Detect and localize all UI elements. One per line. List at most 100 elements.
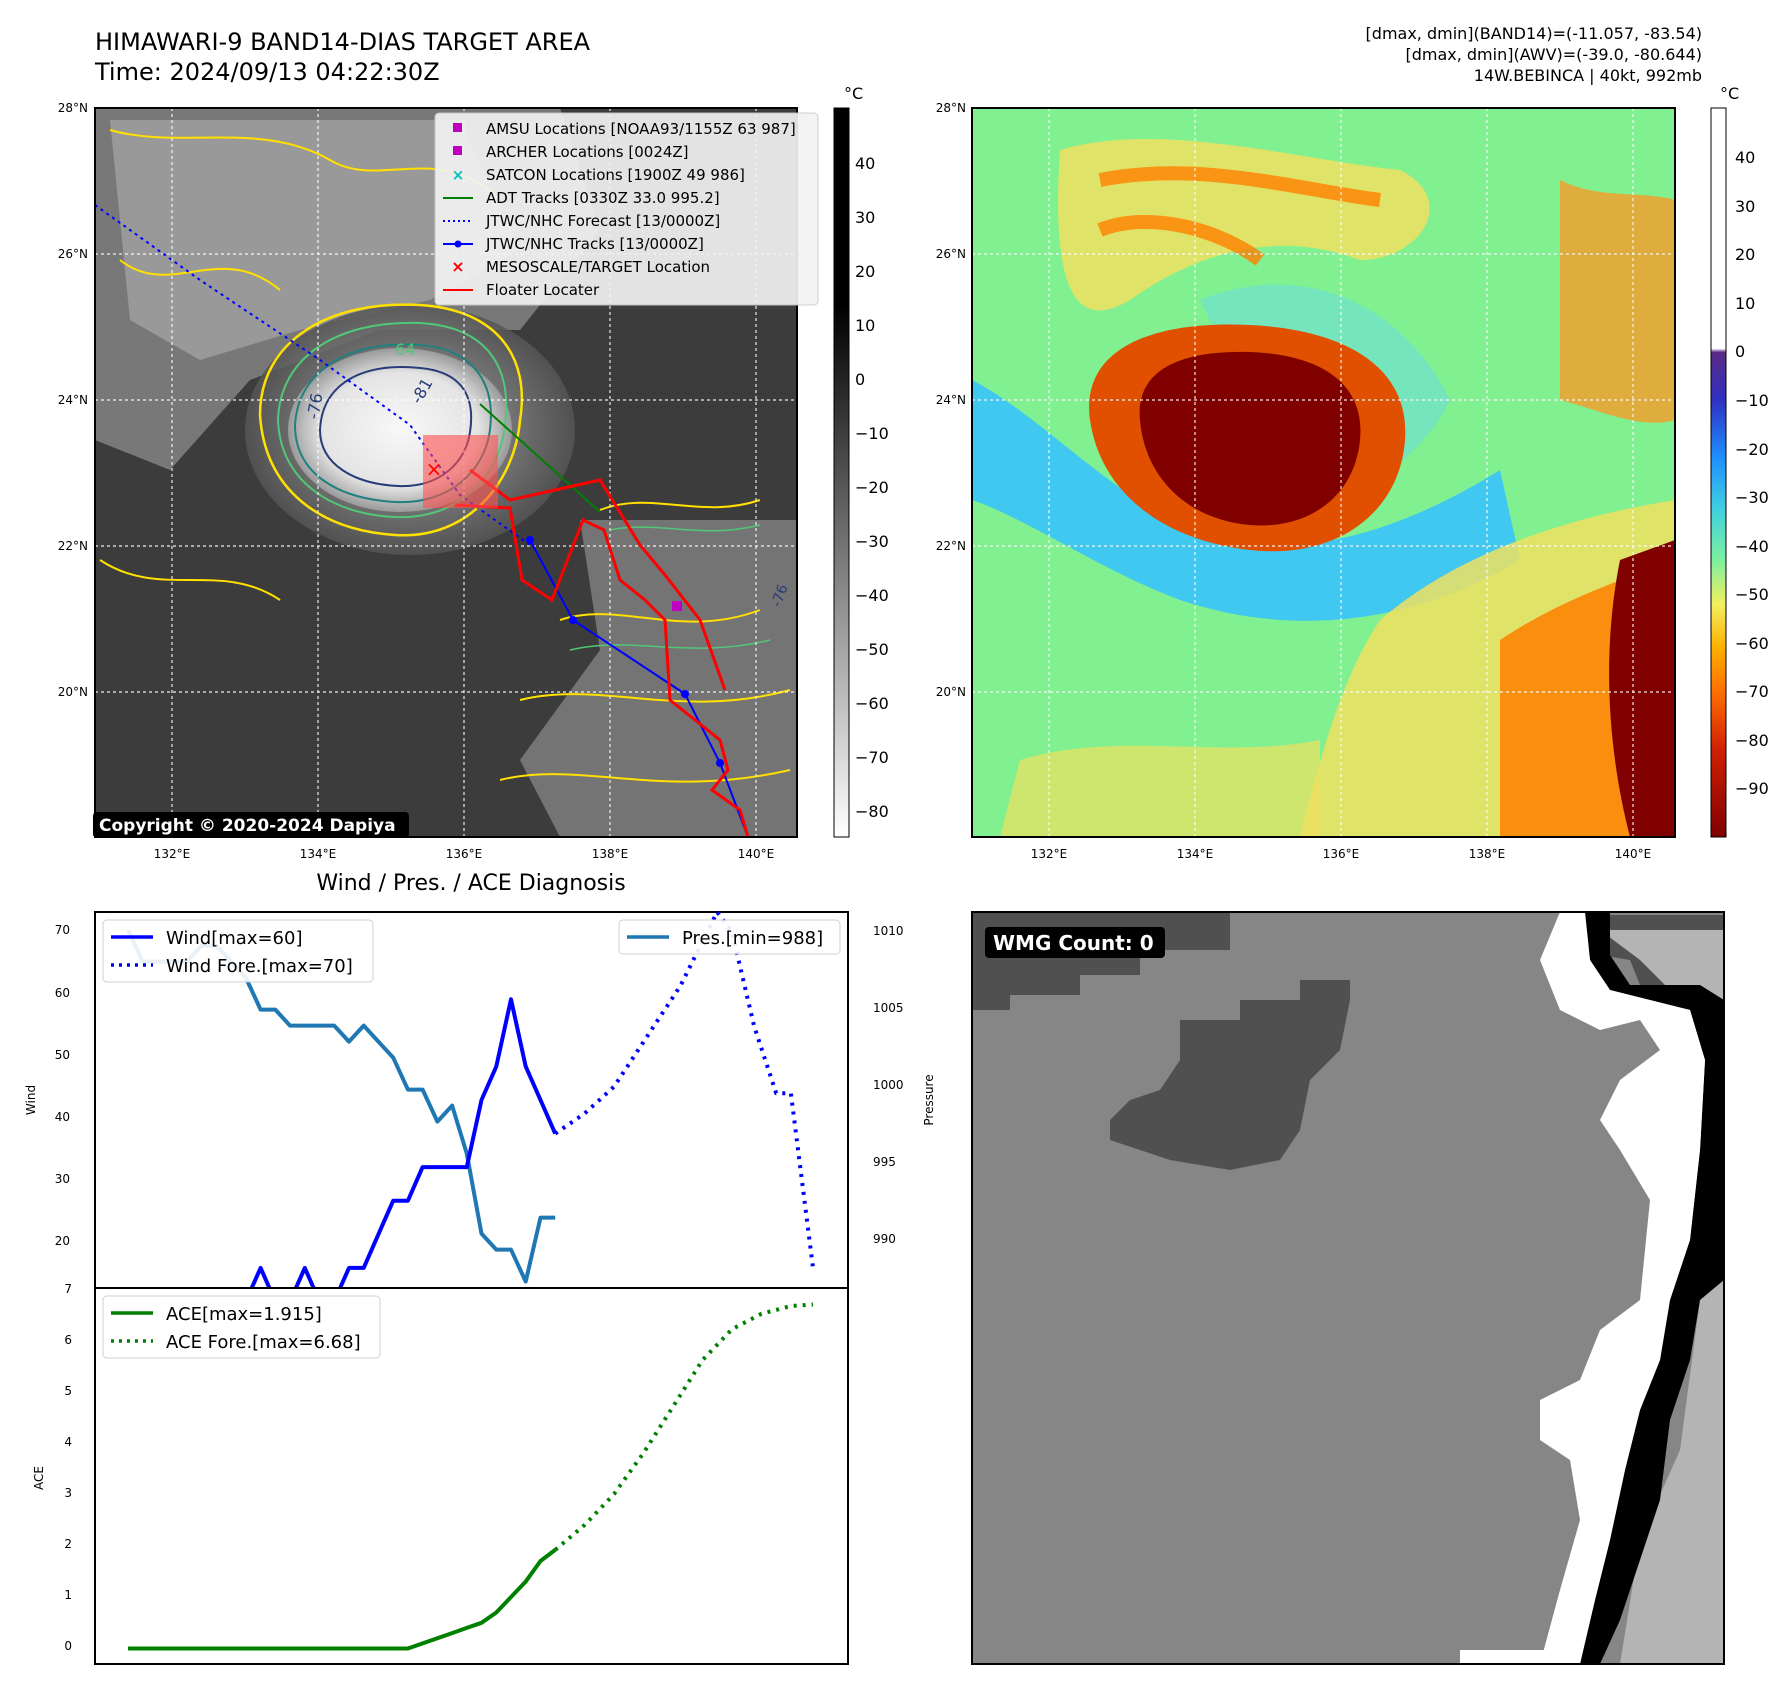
awv-tick-0: 0	[1735, 342, 1745, 361]
green-contour	[276, 321, 508, 519]
awv-lat-20: 20°N	[936, 685, 966, 699]
gray-tick-m80: −80	[855, 802, 889, 821]
svg-text:×: ×	[451, 257, 464, 276]
best-track-points	[526, 536, 724, 767]
cloud-band-south	[520, 520, 797, 837]
legend-item-target: × MESOSCALE/TARGET Location	[451, 257, 710, 276]
awv-tick-30: 30	[1735, 197, 1755, 216]
ace-tick-0: 0	[64, 1639, 72, 1653]
legend-item-forecast: JTWC/NHC Forecast [13/0000Z]	[443, 212, 720, 230]
ir-lon-140: 140°E	[738, 847, 775, 861]
legend-wind: Wind[max=60]	[111, 928, 303, 949]
wmg-dark-blob	[1110, 980, 1350, 1170]
copyright-box	[93, 812, 409, 838]
ir-lat-26: 26°N	[58, 247, 88, 261]
ir-legend: AMSU Locations [NOAA93/1155Z 63 987] ARC…	[434, 112, 819, 306]
wmg-white-ring	[1540, 912, 1705, 1664]
gray-tick-30: 30	[855, 208, 875, 227]
legend-item-floater: Floater Locater	[443, 281, 600, 299]
pres-tick-1000: 1000	[873, 1078, 904, 1092]
wind-tick-60: 60	[55, 986, 70, 1000]
legend-ace-forecast: ACE Fore.[max=6.68]	[111, 1332, 361, 1353]
gray-tick-10: 10	[855, 316, 875, 335]
pres-tick-990: 990	[873, 1232, 896, 1246]
ir-lon-138: 138°E	[592, 847, 629, 861]
copyright-text: Copyright © 2020-2024 Dapiya	[99, 816, 396, 836]
gray-tick-20: 20	[855, 262, 875, 281]
figure-title: HIMAWARI-9 BAND14-DIAS TARGET AREA	[95, 28, 591, 56]
svg-text:MESOSCALE/TARGET Location: MESOSCALE/TARGET Location	[486, 258, 710, 276]
awv-tick-m60: −60	[1735, 634, 1769, 653]
ir-lat-22: 22°N	[58, 539, 88, 553]
target-location-marker: ×	[426, 457, 443, 481]
awv-map-panel: 28°N 26°N 24°N 22°N 20°N 132°E 134°E 136…	[936, 101, 1676, 861]
awv-lat-26: 26°N	[936, 247, 966, 261]
cloud-band-nw	[110, 120, 520, 360]
wind-tick-30: 30	[55, 1172, 70, 1186]
floater-locater-a	[469, 468, 727, 691]
ir-map-panel: × -76 -81 64 -76 28°N 26°N 24°N 22°N 20°…	[58, 101, 819, 861]
awv-map-frame	[971, 107, 1676, 838]
awv-tick-20: 20	[1735, 245, 1755, 264]
svg-text:×: ×	[452, 166, 465, 184]
svg-text:Wind[max=60]: Wind[max=60]	[166, 928, 303, 949]
awv-tick-m80: −80	[1735, 731, 1769, 750]
navy-contour	[318, 366, 473, 488]
info-storm: 14W.BEBINCA | 40kt, 992mb	[1474, 66, 1702, 85]
contour-label-3: 64	[395, 340, 415, 359]
svg-text:ACE Fore.[max=6.68]: ACE Fore.[max=6.68]	[166, 1332, 361, 1353]
wind-tick-50: 50	[55, 1048, 70, 1062]
wind-pressure-chart: Wind / Pres. / ACE Diagnosis Wind Pressu…	[24, 871, 936, 1304]
contour-label-1: -76	[303, 392, 326, 421]
gray-tick-m40: −40	[855, 586, 889, 605]
awv-lon-labels: 132°E 134°E 136°E 138°E 140°E	[1031, 847, 1652, 861]
awv-tick-m40: −40	[1735, 537, 1769, 556]
wmg-white-bottom	[1460, 1650, 1560, 1664]
wind-tick-40: 40	[55, 1110, 70, 1124]
wmg-frame	[971, 911, 1725, 1665]
awv-yellow-band-nw	[1058, 139, 1430, 311]
wmg-count-label: WMG Count: 0	[993, 931, 1154, 955]
gray-tick-0: 0	[855, 370, 865, 389]
awv-tick-m30: −30	[1735, 488, 1769, 507]
ir-lat-20: 20°N	[58, 685, 88, 699]
awv-tick-m20: −20	[1735, 440, 1769, 459]
ir-map-frame	[94, 107, 798, 838]
figure-time: Time: 2024/09/13 04:22:30Z	[94, 58, 440, 86]
svg-text:ARCHER Locations [0024Z]: ARCHER Locations [0024Z]	[486, 143, 689, 161]
awv-orange-band-nw	[1097, 166, 1381, 266]
info-band14: [dmax, dmin](BAND14)=(-11.057, -83.54)	[1366, 24, 1702, 43]
gray-colorbar: °C 40 30 20 10 0 −10 −20 −30 −40 −50 −60…	[833, 84, 889, 838]
awv-ne-band	[1560, 180, 1675, 423]
ir-lon-labels: 132°E 134°E 136°E 138°E 140°E	[154, 847, 775, 861]
svg-text:SATCON Locations [1900Z 49 986: SATCON Locations [1900Z 49 986]	[486, 166, 745, 184]
awv-lon-132: 132°E	[1031, 847, 1068, 861]
ace-y-ticks: 7 6 5 4 3 2 1 0	[64, 1282, 72, 1653]
legend-pressure: Pres.[min=988]	[627, 928, 823, 949]
ace-series-layer	[127, 1302, 814, 1651]
svg-text:JTWC/NHC Tracks [13/0000Z]: JTWC/NHC Tracks [13/0000Z]	[485, 235, 704, 253]
ir-lat-28: 28°N	[58, 101, 88, 115]
legend-wind-forecast: Wind Fore.[max=70]	[111, 956, 353, 977]
pressure-legend-box	[618, 919, 841, 955]
gray-tick-m20: −20	[855, 478, 889, 497]
pressure-legend: Pres.[min=988]	[618, 919, 841, 955]
awv-lat-labels: 28°N 26°N 24°N 22°N 20°N	[936, 101, 966, 699]
awv-lat-24: 24°N	[936, 393, 966, 407]
pressure-axis-label: Pressure	[922, 1074, 936, 1125]
ace-tick-1: 1	[64, 1588, 72, 1602]
legend-item-tracks: JTWC/NHC Tracks [13/0000Z]	[443, 235, 704, 253]
gray-tick-m60: −60	[855, 694, 889, 713]
awv-tick-m90: −90	[1735, 779, 1769, 798]
green-contour-band	[569, 524, 771, 651]
ace-chart: ACE 7 6 5 4 3 2 1 0 ACE[max=1.915] ACE F…	[32, 1282, 849, 1665]
pres-tick-1010: 1010	[873, 924, 904, 938]
awv-tick-m50: −50	[1735, 585, 1769, 604]
pressure-y-ticks: 1010 1005 1000 995 990	[873, 924, 904, 1246]
ace-tick-7: 7	[64, 1282, 72, 1296]
wmg-panel: WMG Count: 0	[971, 911, 1725, 1665]
awv-lat-28: 28°N	[936, 101, 966, 115]
ir-lon-136: 136°E	[446, 847, 483, 861]
legend-item-adt: ADT Tracks [0330Z 33.0 995.2]	[443, 189, 720, 207]
